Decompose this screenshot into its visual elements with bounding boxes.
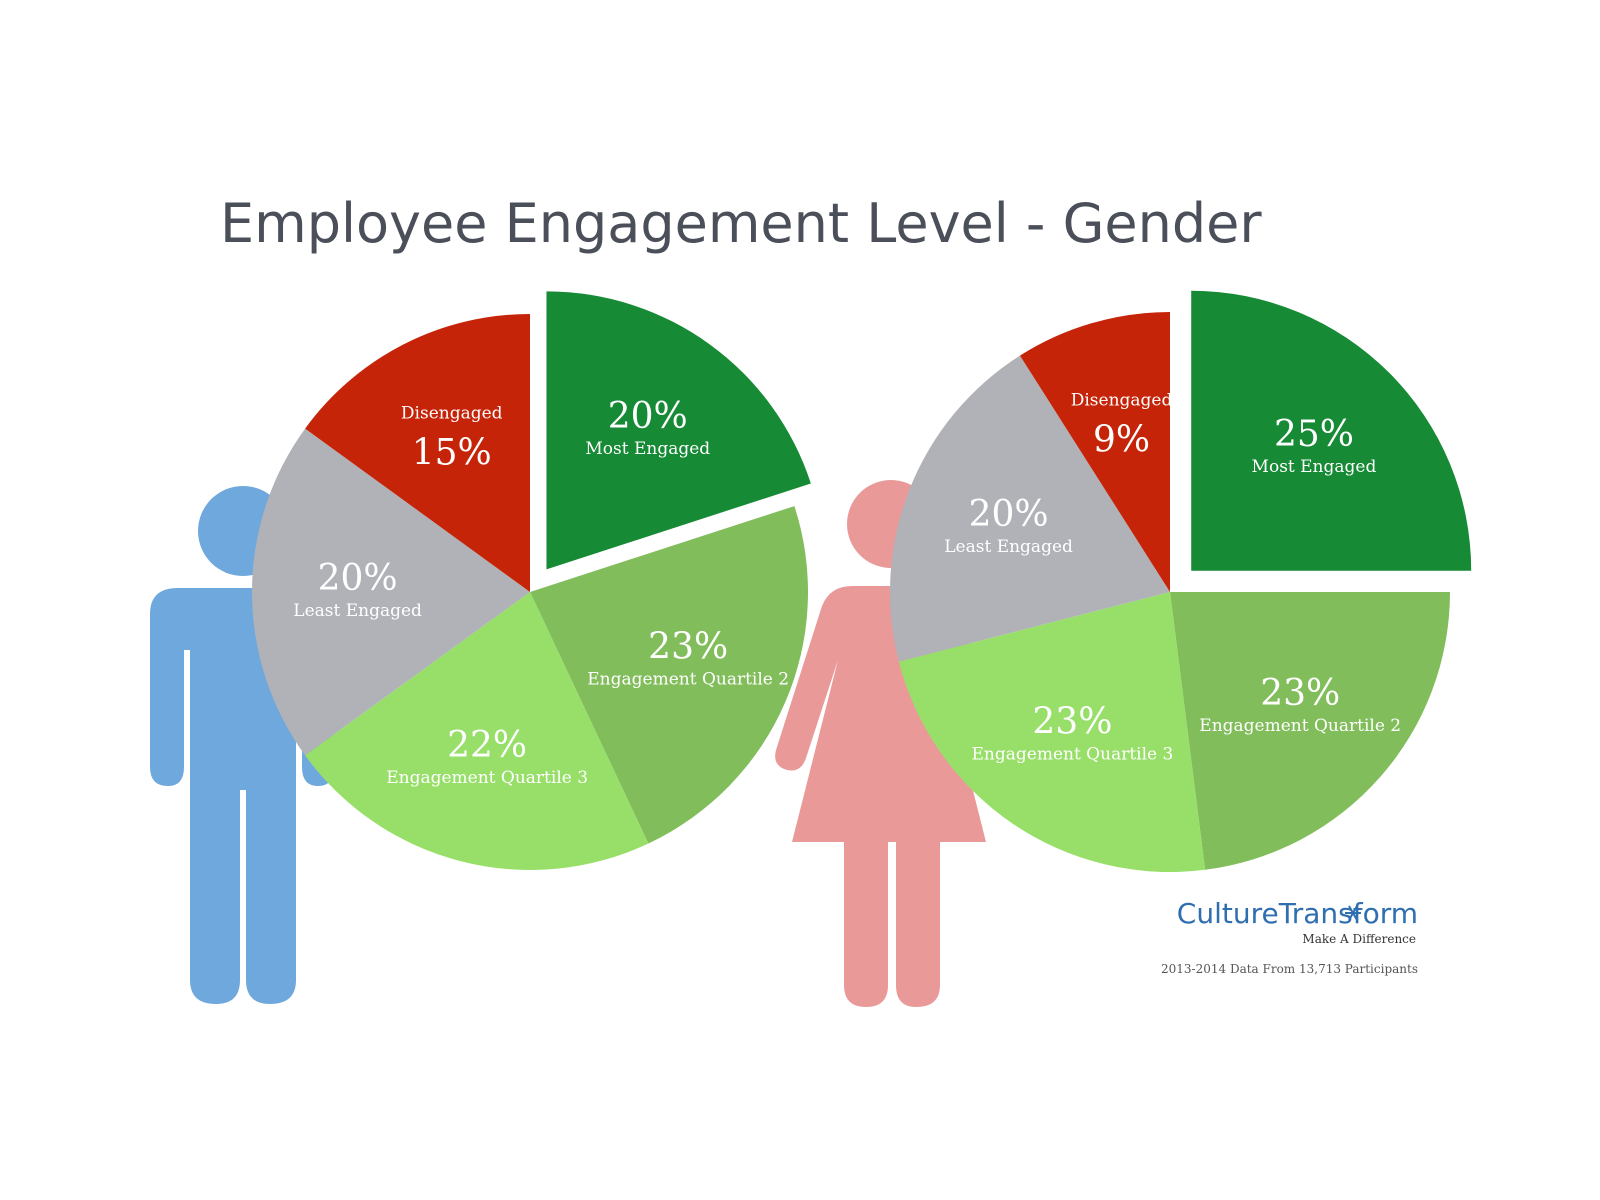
slice-label-engagement-quartile-2: Engagement Quartile 2	[1199, 716, 1401, 736]
slice-label-disengaged: Disengaged	[1071, 390, 1173, 410]
brand-tagline: Make A Difference	[1302, 932, 1416, 946]
pie-slice-disengaged	[305, 314, 530, 592]
brand-name: CultureTransform	[1177, 897, 1418, 930]
slice-value-most-engaged: 20%	[608, 396, 688, 437]
slice-value-most-engaged: 25%	[1274, 414, 1354, 455]
brand-logo: CultureTransform Make A Difference	[1177, 897, 1418, 946]
slice-value-disengaged: 9%	[1093, 419, 1150, 460]
pie-slice-disengaged	[1019, 312, 1170, 592]
slice-value-least-engaged: 20%	[969, 494, 1049, 535]
slice-label-disengaged: Disengaged	[401, 403, 503, 423]
pie-slice-engagement-quartile-2	[530, 506, 808, 844]
pie-slice-engagement-quartile-3	[898, 592, 1206, 872]
slice-value-engagement-quartile-2: 23%	[648, 626, 728, 667]
slice-label-engagement-quartile-2: Engagement Quartile 2	[587, 669, 789, 689]
pie-slice-least-engaged	[890, 355, 1170, 662]
footnote: 2013-2014 Data From 13,713 Participants	[1161, 962, 1418, 976]
slice-value-least-engaged: 20%	[318, 558, 398, 599]
slice-value-disengaged: 15%	[412, 432, 492, 473]
slice-value-engagement-quartile-3: 22%	[447, 725, 527, 766]
pie-slice-least-engaged	[251, 428, 530, 756]
slice-label-engagement-quartile-3: Engagement Quartile 3	[972, 745, 1174, 765]
slice-label-most-engaged: Most Engaged	[1252, 457, 1377, 477]
pie-slice-most-engaged	[1191, 290, 1472, 571]
slice-label-most-engaged: Most Engaged	[585, 439, 710, 459]
chart-title: Employee Engagement Level - Gender	[220, 192, 1262, 255]
slice-label-engagement-quartile-3: Engagement Quartile 3	[386, 768, 588, 788]
pie-slice-engagement-quartile-3	[305, 592, 649, 870]
slice-value-engagement-quartile-2: 23%	[1260, 673, 1340, 714]
snowflake-icon	[1345, 905, 1361, 921]
slice-label-least-engaged: Least Engaged	[293, 601, 422, 621]
pie-slice-engagement-quartile-2	[1170, 592, 1450, 870]
slice-value-engagement-quartile-3: 23%	[1032, 702, 1112, 743]
pie-slice-most-engaged	[546, 291, 811, 570]
slice-label-least-engaged: Least Engaged	[944, 537, 1073, 557]
